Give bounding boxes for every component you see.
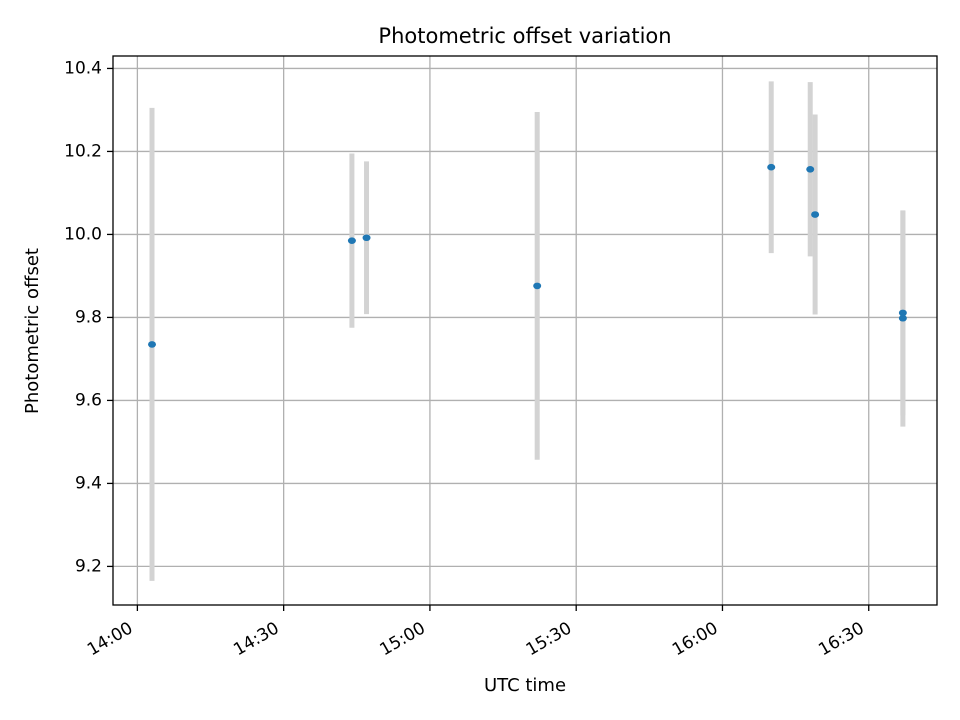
y-tick-label: 9.4	[75, 473, 102, 493]
data-point-5	[767, 163, 776, 171]
y-tick-label: 9.8	[75, 307, 102, 327]
grid-lines	[113, 56, 937, 605]
x-axis-title: UTC time	[484, 675, 566, 696]
data-point-2	[347, 237, 356, 244]
data-point-6	[806, 165, 815, 173]
plot-frame	[112, 55, 938, 606]
y-tick-label: 10.0	[64, 224, 102, 244]
data-point-7	[811, 211, 820, 218]
data-point-8	[898, 314, 907, 322]
data-point-1	[148, 341, 157, 348]
y-tick-label: 10.4	[64, 58, 102, 78]
y-tick-label: 9.6	[75, 390, 102, 410]
y-axis-title: Photometric offset	[22, 248, 43, 414]
y-tick-label: 9.2	[75, 556, 102, 576]
data-point-4	[533, 282, 542, 290]
data-point-9	[898, 309, 907, 317]
data-points	[148, 163, 907, 348]
y-axis-ticks: 9.2 9.4 9.6 9.8 10.0 10.2 10.4	[64, 58, 113, 576]
chart-title: Photometric offset variation	[378, 24, 671, 48]
data-point-3	[362, 234, 371, 242]
y-tick-label: 10.2	[64, 141, 102, 161]
